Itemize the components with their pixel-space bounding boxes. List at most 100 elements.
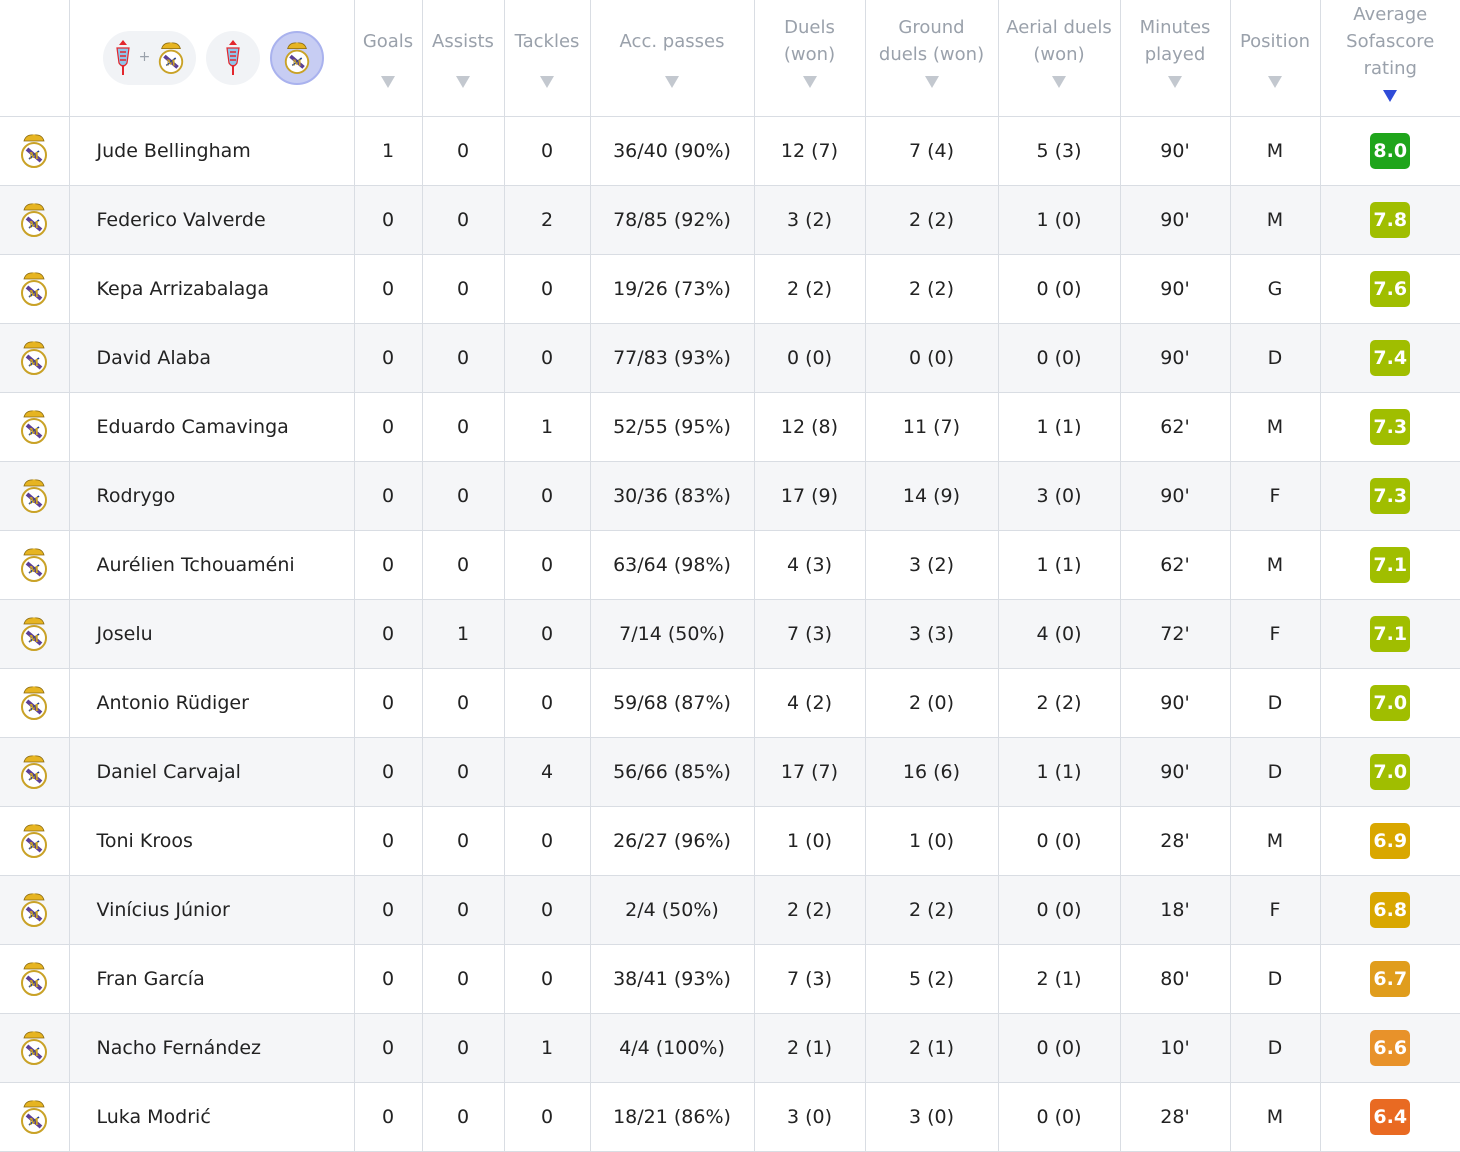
aerial-duels-value: 0 (0): [998, 806, 1121, 876]
minutes-played-value: 62': [1120, 530, 1231, 600]
assists-value: 0: [422, 668, 505, 738]
header-acc-passes[interactable]: Acc. passes: [590, 0, 755, 117]
duels-value: 17 (9): [754, 461, 866, 531]
rating-badge: 7.3: [1370, 477, 1411, 514]
tackles-value: 4: [504, 737, 591, 807]
team-crest-cell: [0, 254, 70, 324]
player-name[interactable]: Luka Modrić: [69, 1082, 355, 1152]
header-position[interactable]: Position: [1230, 0, 1321, 117]
rating-badge: 7.1: [1370, 546, 1411, 583]
header-goals[interactable]: Goals: [354, 0, 423, 117]
player-name[interactable]: Kepa Arrizabalaga: [69, 254, 355, 324]
filter-away-team-button[interactable]: [270, 30, 325, 85]
plus-sign: +: [138, 49, 151, 66]
ground-duels-value: 3 (3): [865, 599, 999, 669]
table-header-row: + Goals Assists Tackles Acc. passes Duel…: [0, 0, 1460, 117]
table-row[interactable]: Eduardo Camavinga 0 0 1 52/55 (95%) 12 (…: [0, 392, 1460, 462]
position-value: F: [1230, 875, 1321, 945]
player-name[interactable]: Toni Kroos: [69, 806, 355, 876]
header-tackles[interactable]: Tackles: [504, 0, 591, 117]
assists-value: 0: [422, 323, 505, 393]
header-average-rating[interactable]: Average Sofascore rating: [1320, 0, 1460, 117]
real-madrid-crest-icon: [18, 890, 50, 930]
sort-arrow-icon: [924, 76, 939, 88]
table-row[interactable]: Joselu 0 1 0 7/14 (50%) 7 (3) 3 (3) 4 (0…: [0, 599, 1460, 669]
player-name[interactable]: David Alaba: [69, 323, 355, 393]
assists-value: 0: [422, 737, 505, 807]
acc-passes-value: 78/85 (92%): [590, 185, 755, 255]
table-row[interactable]: Luka Modrić 0 0 0 18/21 (86%) 3 (0) 3 (0…: [0, 1082, 1460, 1152]
minutes-played-value: 28': [1120, 806, 1231, 876]
team-crest-cell: [0, 185, 70, 255]
position-value: D: [1230, 737, 1321, 807]
celta-vigo-crest-icon: [113, 39, 133, 77]
ground-duels-value: 0 (0): [865, 323, 999, 393]
aerial-duels-value: 1 (1): [998, 530, 1121, 600]
goals-value: 0: [354, 944, 423, 1014]
filter-home-team-button[interactable]: [206, 30, 261, 85]
team-crest-cell: [0, 323, 70, 393]
header-aerial-duels[interactable]: Aerial duels (won): [998, 0, 1121, 117]
table-row[interactable]: Federico Valverde 0 0 2 78/85 (92%) 3 (2…: [0, 185, 1460, 255]
header-minutes-played[interactable]: Minutes played: [1120, 0, 1231, 117]
goals-value: 0: [354, 1013, 423, 1083]
rating-cell: 7.0: [1320, 737, 1460, 807]
tackles-value: 0: [504, 323, 591, 393]
table-row[interactable]: Fran García 0 0 0 38/41 (93%) 7 (3) 5 (2…: [0, 944, 1460, 1014]
player-name[interactable]: Federico Valverde: [69, 185, 355, 255]
position-value: F: [1230, 461, 1321, 531]
header-duels[interactable]: Duels (won): [754, 0, 866, 117]
table-row[interactable]: Aurélien Tchouaméni 0 0 0 63/64 (98%) 4 …: [0, 530, 1460, 600]
acc-passes-value: 2/4 (50%): [590, 875, 755, 945]
player-name[interactable]: Antonio Rüdiger: [69, 668, 355, 738]
table-row[interactable]: Vinícius Júnior 0 0 0 2/4 (50%) 2 (2) 2 …: [0, 875, 1460, 945]
duels-value: 12 (7): [754, 116, 866, 186]
table-row[interactable]: Daniel Carvajal 0 0 4 56/66 (85%) 17 (7)…: [0, 737, 1460, 807]
table-row[interactable]: Kepa Arrizabalaga 0 0 0 19/26 (73%) 2 (2…: [0, 254, 1460, 324]
player-name[interactable]: Joselu: [69, 599, 355, 669]
player-name[interactable]: Jude Bellingham: [69, 116, 355, 186]
ground-duels-value: 11 (7): [865, 392, 999, 462]
table-row[interactable]: Antonio Rüdiger 0 0 0 59/68 (87%) 4 (2) …: [0, 668, 1460, 738]
player-name[interactable]: Daniel Carvajal: [69, 737, 355, 807]
player-name[interactable]: Fran García: [69, 944, 355, 1014]
table-row[interactable]: Nacho Fernández 0 0 1 4/4 (100%) 2 (1) 2…: [0, 1013, 1460, 1083]
rating-cell: 7.1: [1320, 530, 1460, 600]
header-assists[interactable]: Assists: [422, 0, 505, 117]
acc-passes-value: 18/21 (86%): [590, 1082, 755, 1152]
aerial-duels-value: 5 (3): [998, 116, 1121, 186]
table-row[interactable]: Rodrygo 0 0 0 30/36 (83%) 17 (9) 14 (9) …: [0, 461, 1460, 531]
player-name[interactable]: Aurélien Tchouaméni: [69, 530, 355, 600]
table-row[interactable]: David Alaba 0 0 0 77/83 (93%) 0 (0) 0 (0…: [0, 323, 1460, 393]
filter-both-teams-button[interactable]: +: [102, 30, 197, 85]
goals-value: 0: [354, 530, 423, 600]
player-name[interactable]: Eduardo Camavinga: [69, 392, 355, 462]
rating-badge: 6.9: [1370, 822, 1411, 859]
real-madrid-crest-icon: [18, 959, 50, 999]
aerial-duels-value: 0 (0): [998, 254, 1121, 324]
duels-value: 7 (3): [754, 944, 866, 1014]
player-name[interactable]: Nacho Fernández: [69, 1013, 355, 1083]
duels-value: 2 (2): [754, 254, 866, 324]
ground-duels-value: 2 (1): [865, 1013, 999, 1083]
player-name[interactable]: Rodrygo: [69, 461, 355, 531]
minutes-played-value: 80': [1120, 944, 1231, 1014]
header-ground-duels[interactable]: Ground duels (won): [865, 0, 999, 117]
ground-duels-value: 3 (0): [865, 1082, 999, 1152]
player-name[interactable]: Vinícius Júnior: [69, 875, 355, 945]
tackles-value: 1: [504, 392, 591, 462]
crest-column-header: [0, 0, 70, 117]
real-madrid-crest-icon: [18, 1097, 50, 1137]
assists-value: 0: [422, 392, 505, 462]
rating-badge: 7.3: [1370, 408, 1411, 445]
aerial-duels-value: 0 (0): [998, 875, 1121, 945]
table-row[interactable]: Toni Kroos 0 0 0 26/27 (96%) 1 (0) 1 (0)…: [0, 806, 1460, 876]
table-row[interactable]: Jude Bellingham 1 0 0 36/40 (90%) 12 (7)…: [0, 116, 1460, 186]
minutes-played-value: 90': [1120, 461, 1231, 531]
aerial-duels-value: 0 (0): [998, 1013, 1121, 1083]
real-madrid-crest-icon: [18, 476, 50, 516]
team-crest-cell: [0, 1013, 70, 1083]
position-value: M: [1230, 530, 1321, 600]
goals-value: 0: [354, 668, 423, 738]
celta-vigo-crest-icon: [223, 39, 243, 77]
